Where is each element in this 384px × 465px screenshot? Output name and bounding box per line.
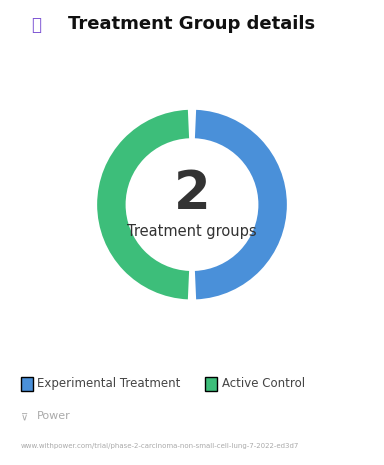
Text: Treatment Group details: Treatment Group details (68, 15, 316, 33)
Text: Active Control: Active Control (222, 377, 305, 390)
Text: 2: 2 (174, 167, 210, 219)
Text: ⊽: ⊽ (21, 411, 28, 421)
Text: Power: Power (36, 411, 70, 421)
Text: Experimental Treatment: Experimental Treatment (37, 377, 180, 390)
Text: Treatment groups: Treatment groups (127, 224, 257, 239)
Text: 👥: 👥 (31, 16, 41, 34)
Wedge shape (195, 110, 287, 299)
Wedge shape (97, 110, 189, 299)
Text: www.withpower.com/trial/phase-2-carcinoma-non-small-cell-lung-7-2022-ed3d7: www.withpower.com/trial/phase-2-carcinom… (21, 444, 300, 449)
